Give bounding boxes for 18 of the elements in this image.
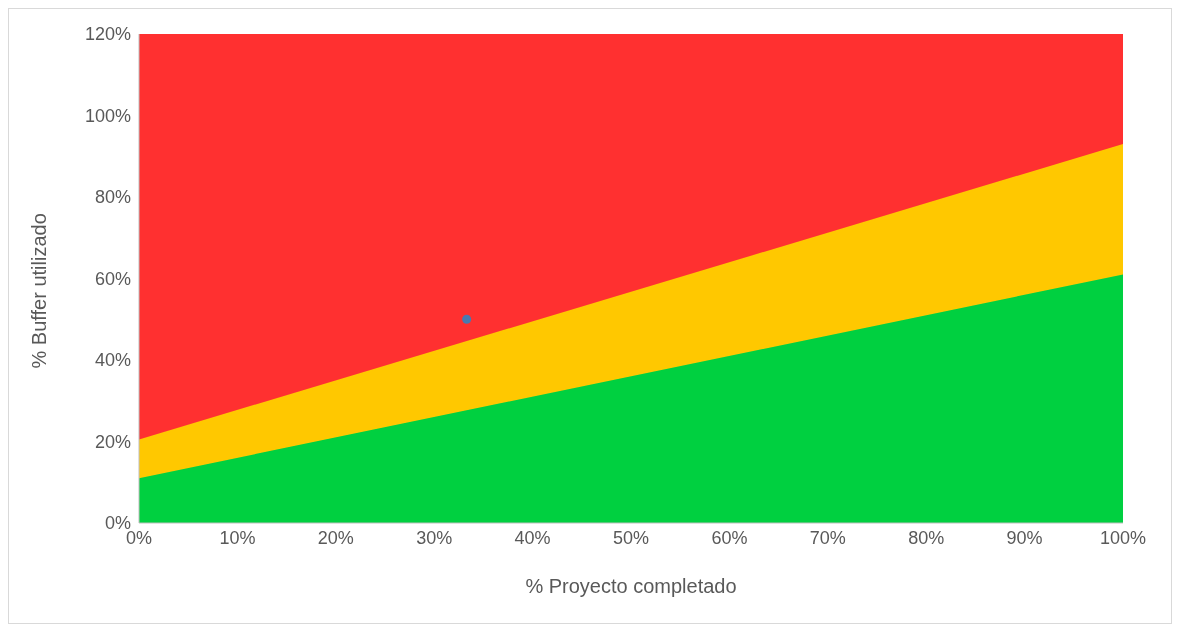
x-tick-label: 20% — [317, 527, 354, 548]
y-tick-label: 80% — [94, 187, 131, 208]
x-tick-label: 10% — [219, 527, 256, 548]
y-tick-label: 100% — [84, 105, 131, 126]
x-axis-title: % Proyecto completado — [525, 575, 737, 597]
x-tick-label: 100% — [1099, 527, 1147, 548]
x-tick-label: 90% — [1006, 527, 1043, 548]
y-axis-title: % Buffer utilizado — [28, 213, 51, 369]
y-tick-label: 60% — [94, 268, 131, 289]
y-tick-label: 120% — [84, 24, 131, 45]
y-tick-label: 40% — [94, 350, 131, 371]
x-tick-label: 40% — [514, 527, 551, 548]
x-tick-label: 70% — [809, 527, 846, 548]
x-tick-label: 30% — [416, 527, 453, 548]
x-tick-label: 50% — [612, 527, 650, 548]
y-tick-label: 20% — [94, 431, 131, 452]
x-tick-label: 60% — [711, 527, 748, 548]
x-tick-label: 80% — [908, 527, 945, 548]
